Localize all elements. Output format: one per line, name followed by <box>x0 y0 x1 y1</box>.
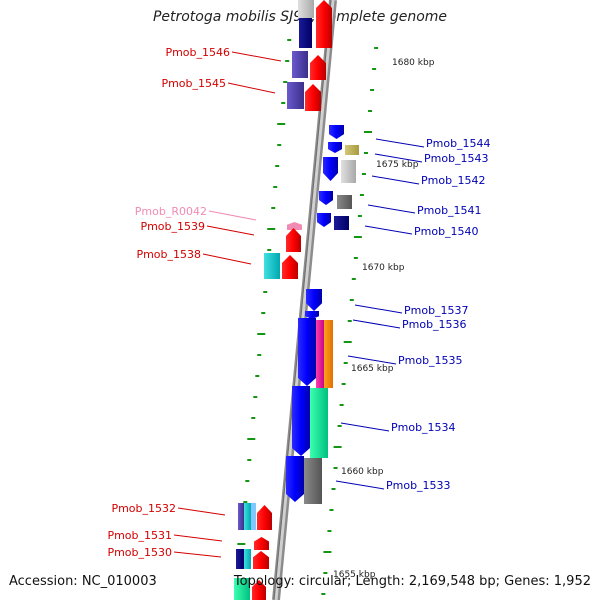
leader-line-pmob_1531 <box>173 534 223 542</box>
gene-feature[interactable] <box>244 503 251 530</box>
gene-feature-reverse[interactable] <box>328 142 342 153</box>
gene-label-pmob_1530[interactable]: Pmob_1530 <box>107 546 172 559</box>
scale-label: 1670 kbp <box>362 263 405 273</box>
gene-label-pmob_1546[interactable]: Pmob_1546 <box>165 46 230 59</box>
leader-line-pmob_1546 <box>231 51 282 62</box>
gene-feature[interactable] <box>287 82 304 109</box>
gene-feature[interactable] <box>298 0 314 18</box>
gene-label-pmob_1531[interactable]: Pmob_1531 <box>107 529 172 542</box>
leader-line-pmob_r0042 <box>208 210 257 221</box>
gene-features <box>234 0 359 600</box>
leader-line-pmob_1540 <box>364 225 413 235</box>
topology-text: Topology: circular; Length: 2,169,548 bp… <box>233 574 591 589</box>
leader-line-pmob_1539 <box>206 225 255 236</box>
gene-feature-forward[interactable] <box>286 228 301 252</box>
gene-feature-reverse[interactable] <box>323 157 338 181</box>
gene-feature[interactable] <box>234 578 250 600</box>
gene-feature[interactable] <box>299 18 312 48</box>
gene-feature-reverse[interactable] <box>298 318 316 386</box>
gene-feature-forward[interactable] <box>310 55 326 80</box>
tick-marks <box>235 39 379 595</box>
leader-line-pmob_1535 <box>347 355 397 365</box>
gene-feature-forward[interactable] <box>253 551 269 569</box>
accession-text: Accession: NC_010003 <box>9 574 157 589</box>
gene-feature-forward[interactable] <box>252 580 266 600</box>
gene-feature[interactable] <box>337 195 352 209</box>
gene-label-pmob_1540[interactable]: Pmob_1540 <box>414 225 479 238</box>
gene-feature[interactable] <box>334 216 349 230</box>
gene-label-pmob_1538[interactable]: Pmob_1538 <box>136 248 201 261</box>
gene-feature-reverse[interactable] <box>286 456 304 502</box>
gene-feature[interactable] <box>236 549 244 569</box>
leader-line-pmob_1545 <box>227 82 276 94</box>
gene-label-pmob_1542[interactable]: Pmob_1542 <box>421 174 486 187</box>
gene-feature-reverse[interactable] <box>317 213 331 227</box>
label-leader-lines <box>173 51 425 558</box>
gene-feature[interactable] <box>292 51 308 78</box>
gene-label-pmob_1536[interactable]: Pmob_1536 <box>402 318 467 331</box>
scale-label: 1660 kbp <box>341 467 384 477</box>
gene-label-pmob_1543[interactable]: Pmob_1543 <box>424 152 489 165</box>
gene-feature-forward[interactable] <box>254 537 269 550</box>
gene-feature-reverse[interactable] <box>305 311 319 319</box>
gene-label-pmob_1537[interactable]: Pmob_1537 <box>404 304 469 317</box>
leader-line-pmob_1544 <box>375 138 425 148</box>
leader-line-pmob_1542 <box>371 175 420 185</box>
gene-feature[interactable] <box>304 458 322 504</box>
scale-label: 1675 kbp <box>376 160 419 170</box>
gene-feature-reverse[interactable] <box>319 191 333 205</box>
gene-feature[interactable] <box>251 503 256 530</box>
gene-feature-forward[interactable] <box>316 0 332 48</box>
gene-feature[interactable] <box>264 253 280 279</box>
leader-line-pmob_1537 <box>354 304 403 314</box>
gene-label-pmob_r0042[interactable]: Pmob_R0042 <box>135 205 207 218</box>
gene-feature[interactable] <box>244 549 251 569</box>
gene-label-pmob_1534[interactable]: Pmob_1534 <box>391 421 456 434</box>
gene-feature[interactable] <box>316 320 325 388</box>
gene-feature[interactable] <box>324 320 333 388</box>
scale-labels: 1680 kbp 1675 kbp 1670 kbp 1665 kbp 1660 kbp… <box>333 58 435 580</box>
scale-label: 1655 kbp <box>333 570 376 580</box>
leader-line-pmob_1541 <box>367 204 416 214</box>
gene-labels: Pmob_1546 Pmob_1545 Pmob_1544 Pmob_1543 Pmob… <box>107 46 490 559</box>
gene-label-pmob_1545[interactable]: Pmob_1545 <box>161 77 226 90</box>
gene-label-pmob_1535[interactable]: Pmob_1535 <box>398 354 463 367</box>
gene-label-pmob_1533[interactable]: Pmob_1533 <box>386 479 451 492</box>
gene-feature-forward[interactable] <box>282 255 298 279</box>
gene-feature[interactable] <box>341 160 356 183</box>
leader-line-pmob_1543 <box>374 153 423 163</box>
gene-label-pmob_1539[interactable]: Pmob_1539 <box>140 220 205 233</box>
gene-label-pmob_1544[interactable]: Pmob_1544 <box>426 137 491 150</box>
gene-feature-reverse[interactable] <box>306 289 322 311</box>
rna-feature[interactable] <box>287 222 302 230</box>
scale-label: 1665 kbp <box>351 364 394 374</box>
gene-feature-reverse[interactable] <box>292 386 310 456</box>
gene-feature[interactable] <box>238 503 244 530</box>
leader-line-pmob_1538 <box>202 253 252 265</box>
gene-feature-forward[interactable] <box>305 84 321 111</box>
gene-label-pmob_1541[interactable]: Pmob_1541 <box>417 204 482 217</box>
leader-line-pmob_1534 <box>340 422 390 432</box>
gene-feature[interactable] <box>345 145 359 155</box>
leader-line-pmob_1536 <box>352 319 401 329</box>
gene-feature-reverse[interactable] <box>329 125 344 139</box>
gene-feature-forward[interactable] <box>257 505 272 530</box>
gene-feature[interactable] <box>310 388 328 458</box>
leader-line-pmob_1532 <box>177 507 226 516</box>
backbone <box>272 0 337 600</box>
leader-line-pmob_1533 <box>335 480 385 490</box>
gene-label-pmob_1532[interactable]: Pmob_1532 <box>111 502 176 515</box>
leader-line-pmob_1530 <box>173 551 222 558</box>
scale-label: 1680 kbp <box>392 58 435 68</box>
